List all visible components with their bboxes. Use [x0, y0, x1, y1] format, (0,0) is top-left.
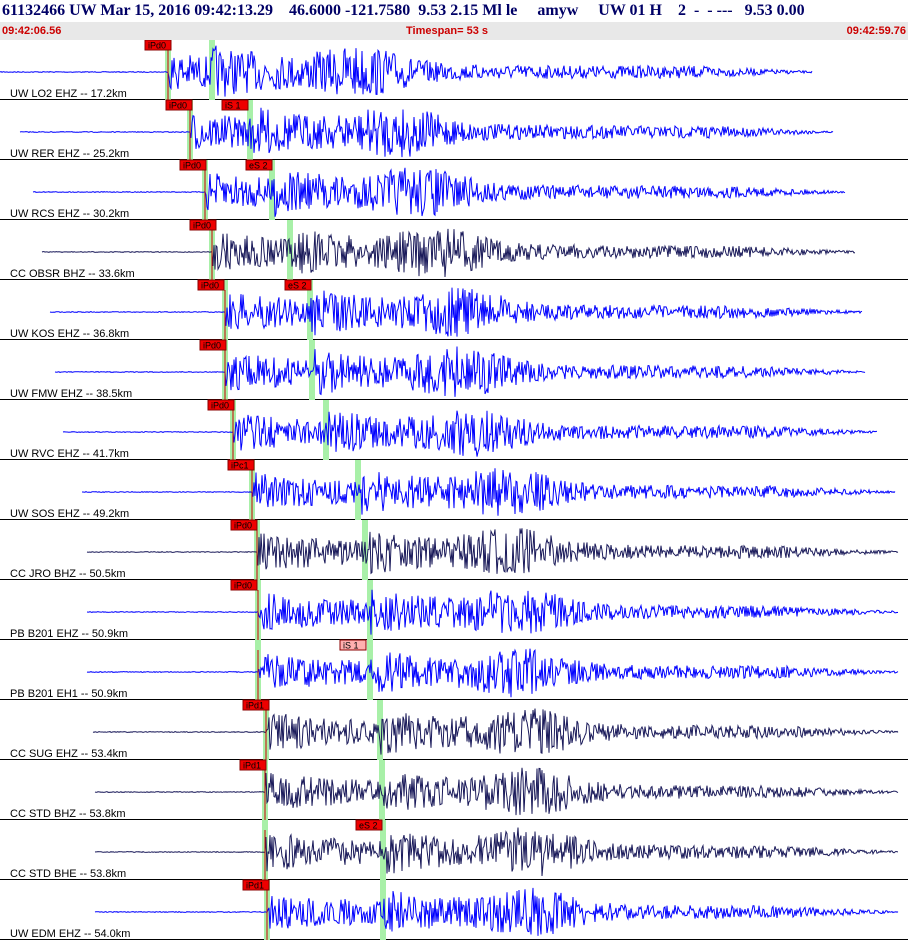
s-arrival-bar: [380, 820, 386, 880]
pick-label: iPd0: [201, 281, 219, 291]
time-bar: 09:42:06.56 Timespan= 53 s 09:42:59.76: [0, 22, 908, 40]
traces-panel: iPd0 UW LO2 EHZ -- 17.2km iPd0 iS 1 UW RER E…: [0, 40, 908, 940]
s-arrival-bar: [309, 340, 315, 400]
pick-flag: [284, 279, 312, 291]
pick-label: iPd0: [193, 221, 211, 231]
pick-flag: [227, 459, 255, 471]
s-arrival-bar: [269, 160, 275, 220]
pick-flag: [179, 159, 207, 171]
waveform: [94, 887, 899, 936]
waveform: [92, 708, 899, 755]
waveform: [86, 648, 899, 698]
pick-label: iPd0: [148, 41, 166, 51]
waveform: [49, 287, 863, 337]
pick-flag: [230, 579, 258, 591]
waveform: [0, 45, 813, 97]
pick-label: iPd0: [169, 101, 187, 111]
pick-flag: [242, 699, 270, 711]
end-time: 09:42:59.76: [846, 25, 906, 37]
waveform: [54, 346, 866, 397]
pick-label: iPd0: [234, 581, 252, 591]
trace-label: UW LO2 EHZ -- 17.2km: [10, 88, 127, 100]
pick-label: iPd0: [211, 401, 229, 411]
trace-label: UW RVC EHZ -- 41.7km: [10, 448, 129, 460]
pick-label: iPd0: [234, 521, 252, 531]
waveform: [41, 228, 856, 278]
waveform: [82, 468, 896, 516]
trace-label: UW RCS EHZ -- 30.2km: [10, 208, 129, 220]
waveform: [94, 827, 899, 877]
s-arrival-bar: [323, 400, 329, 460]
trace-label: UW FMW EHZ -- 38.5km: [10, 388, 132, 400]
trace-label: CC OBSR BHZ -- 33.6km: [10, 268, 135, 280]
waveform: [86, 589, 899, 635]
pick-flag: [239, 759, 267, 771]
trace-label: CC SUG EHZ -- 53.4km: [10, 748, 127, 760]
trace-label: PB B201 EHZ -- 50.9km: [10, 628, 128, 640]
waveform: [32, 167, 846, 217]
pick-flag: [189, 219, 217, 231]
pick-label: iPd0: [203, 341, 221, 351]
pick-label: iPd1: [243, 761, 261, 771]
pick-flag: [355, 819, 383, 831]
pick-flag: [199, 339, 227, 351]
waveform: [62, 410, 877, 457]
pick-label: eS 2: [359, 821, 378, 831]
pick-flag: [207, 399, 235, 411]
pick-flag: [221, 99, 249, 111]
pick-label: iS 1: [225, 101, 241, 111]
s-arrival-bar: [379, 760, 385, 820]
pick-flag: [242, 879, 270, 891]
pick-flag: [230, 519, 258, 531]
pick-label: iS 1: [343, 641, 359, 651]
pick-flag: [165, 99, 193, 111]
pick-flag: [245, 159, 273, 171]
timespan: Timespan= 53 s: [406, 25, 489, 37]
trace-label: CC JRO BHZ -- 50.5km: [10, 568, 126, 580]
trace-label: PB B201 EH1 -- 50.9km: [10, 688, 127, 700]
trace-label: UW EDM EHZ -- 54.0km: [10, 928, 130, 940]
waveform: [19, 107, 834, 158]
pick-label: iPd0: [183, 161, 201, 171]
pick-label: iPc1: [231, 461, 249, 471]
waveform: [86, 528, 899, 575]
waveform: [94, 767, 899, 816]
pick-label: iPd1: [246, 881, 264, 891]
pick-label: eS 2: [288, 281, 307, 291]
pick-label: eS 2: [249, 161, 268, 171]
trace-label: CC STD BHZ -- 53.8km: [10, 808, 126, 820]
trace-label: UW RER EHZ -- 25.2km: [10, 148, 129, 160]
pick-flag: [144, 40, 172, 51]
event-header: 61132466 UW Mar 15, 2016 09:42:13.29 46.…: [2, 2, 805, 19]
trace-label: CC STD BHE -- 53.8km: [10, 868, 126, 880]
s-arrival-bar: [209, 40, 215, 100]
start-time: 09:42:06.56: [2, 25, 62, 37]
pick-label: iPd1: [246, 701, 264, 711]
s-arrival-bar: [377, 700, 383, 760]
trace-label: UW SOS EHZ -- 49.2km: [10, 508, 129, 520]
trace-label: UW KOS EHZ -- 36.8km: [10, 328, 129, 340]
pick-flag: [339, 639, 367, 651]
pick-flag: [197, 279, 225, 291]
